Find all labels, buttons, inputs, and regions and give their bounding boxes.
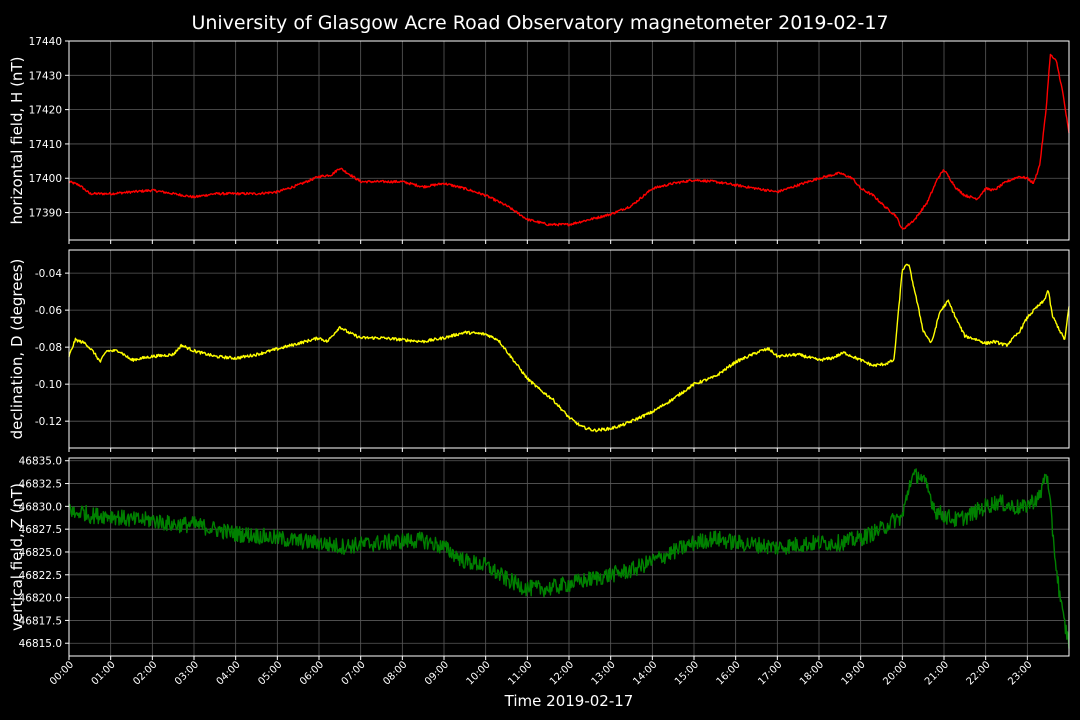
x-tick-label: 08:00: [381, 659, 409, 687]
x-tick-label: 01:00: [90, 659, 118, 687]
x-tick-label: 03:00: [173, 659, 201, 687]
y-tick-label: -0.08: [35, 342, 62, 354]
x-tick-label: 19:00: [840, 659, 868, 687]
panel-frame: [68, 457, 1070, 657]
x-tick-label: 22:00: [965, 659, 993, 687]
chart-title: University of Glasgow Acre Road Observat…: [191, 12, 888, 34]
y-tick-label: 46817.5: [19, 615, 62, 627]
x-tick-label: 16:00: [715, 659, 743, 687]
y-tick-label: 17410: [29, 139, 62, 151]
y-tick-label: 46835.0: [19, 456, 62, 468]
x-axis-label: Time 2019-02-17: [504, 692, 634, 710]
y-tick-label: 17390: [29, 208, 62, 220]
panel-H: 17390 17400 17410 17420 17430 17440horizontal…: [8, 36, 1070, 244]
y-tick-label: -0.10: [35, 379, 62, 391]
x-axis-ticks: 00:00 01:00 02:00 03:00 04:00 05:00 06:00 07:00…: [48, 659, 1034, 687]
x-tick-label: 10:00: [465, 659, 493, 687]
x-tick-label: 00:00: [48, 659, 76, 687]
series-line-Z: [68, 468, 1070, 649]
x-tick-label: 02:00: [131, 659, 159, 687]
panel-frame: [68, 40, 1070, 241]
y-tick-label: -0.12: [35, 416, 62, 428]
y-tick-label: -0.06: [35, 305, 62, 317]
y-tick-label: 46825.0: [19, 547, 62, 559]
panel-D: -0.12 -0.10 -0.08 -0.06 -0.04 declination, D …: [8, 249, 1070, 452]
x-tick-label: 20:00: [881, 659, 909, 687]
x-tick-label: 07:00: [340, 659, 368, 687]
y-tick-label: 46830.0: [19, 501, 62, 513]
x-tick-label: 04:00: [215, 659, 243, 687]
chart-panels: 17390 17400 17410 17420 17430 17440horizontal…: [8, 36, 1070, 660]
series-line-H: [68, 53, 1070, 230]
y-tick-label: 17430: [29, 70, 62, 82]
panel-Z: 46815.0 46817.5 46820.0 46822.5 46825.0 46827…: [8, 456, 1070, 660]
series-line-D: [68, 263, 1070, 433]
y-tick-label: 46820.0: [19, 593, 62, 605]
y-tick-label: 46815.0: [19, 638, 62, 650]
x-tick-label: 06:00: [298, 659, 326, 687]
y-tick-label: 46832.5: [19, 479, 62, 491]
x-tick-label: 05:00: [256, 659, 284, 687]
x-tick-label: 17:00: [756, 659, 784, 687]
y-axis-label-Z: vertical field, Z (nT): [8, 483, 26, 631]
y-tick-label: 17400: [29, 173, 62, 185]
x-tick-label: 21:00: [923, 659, 951, 687]
y-tick-label: 17440: [29, 36, 62, 48]
x-tick-label: 09:00: [423, 659, 451, 687]
x-tick-label: 18:00: [798, 659, 826, 687]
y-tick-label: 17420: [29, 105, 62, 117]
x-tick-label: 12:00: [548, 659, 576, 687]
x-tick-label: 13:00: [590, 659, 618, 687]
x-tick-label: 14:00: [631, 659, 659, 687]
x-tick-label: 15:00: [673, 659, 701, 687]
panel-frame: [68, 249, 1070, 449]
y-axis-label-H: horizontal field, H (nT): [8, 57, 26, 225]
y-tick-label: -0.04: [35, 268, 62, 280]
x-tick-label: 23:00: [1006, 659, 1034, 687]
y-tick-label: 46827.5: [19, 524, 62, 536]
y-tick-label: 46822.5: [19, 570, 62, 582]
x-tick-label: 11:00: [506, 659, 534, 687]
y-axis-label-D: declination, D (degrees): [8, 259, 26, 440]
